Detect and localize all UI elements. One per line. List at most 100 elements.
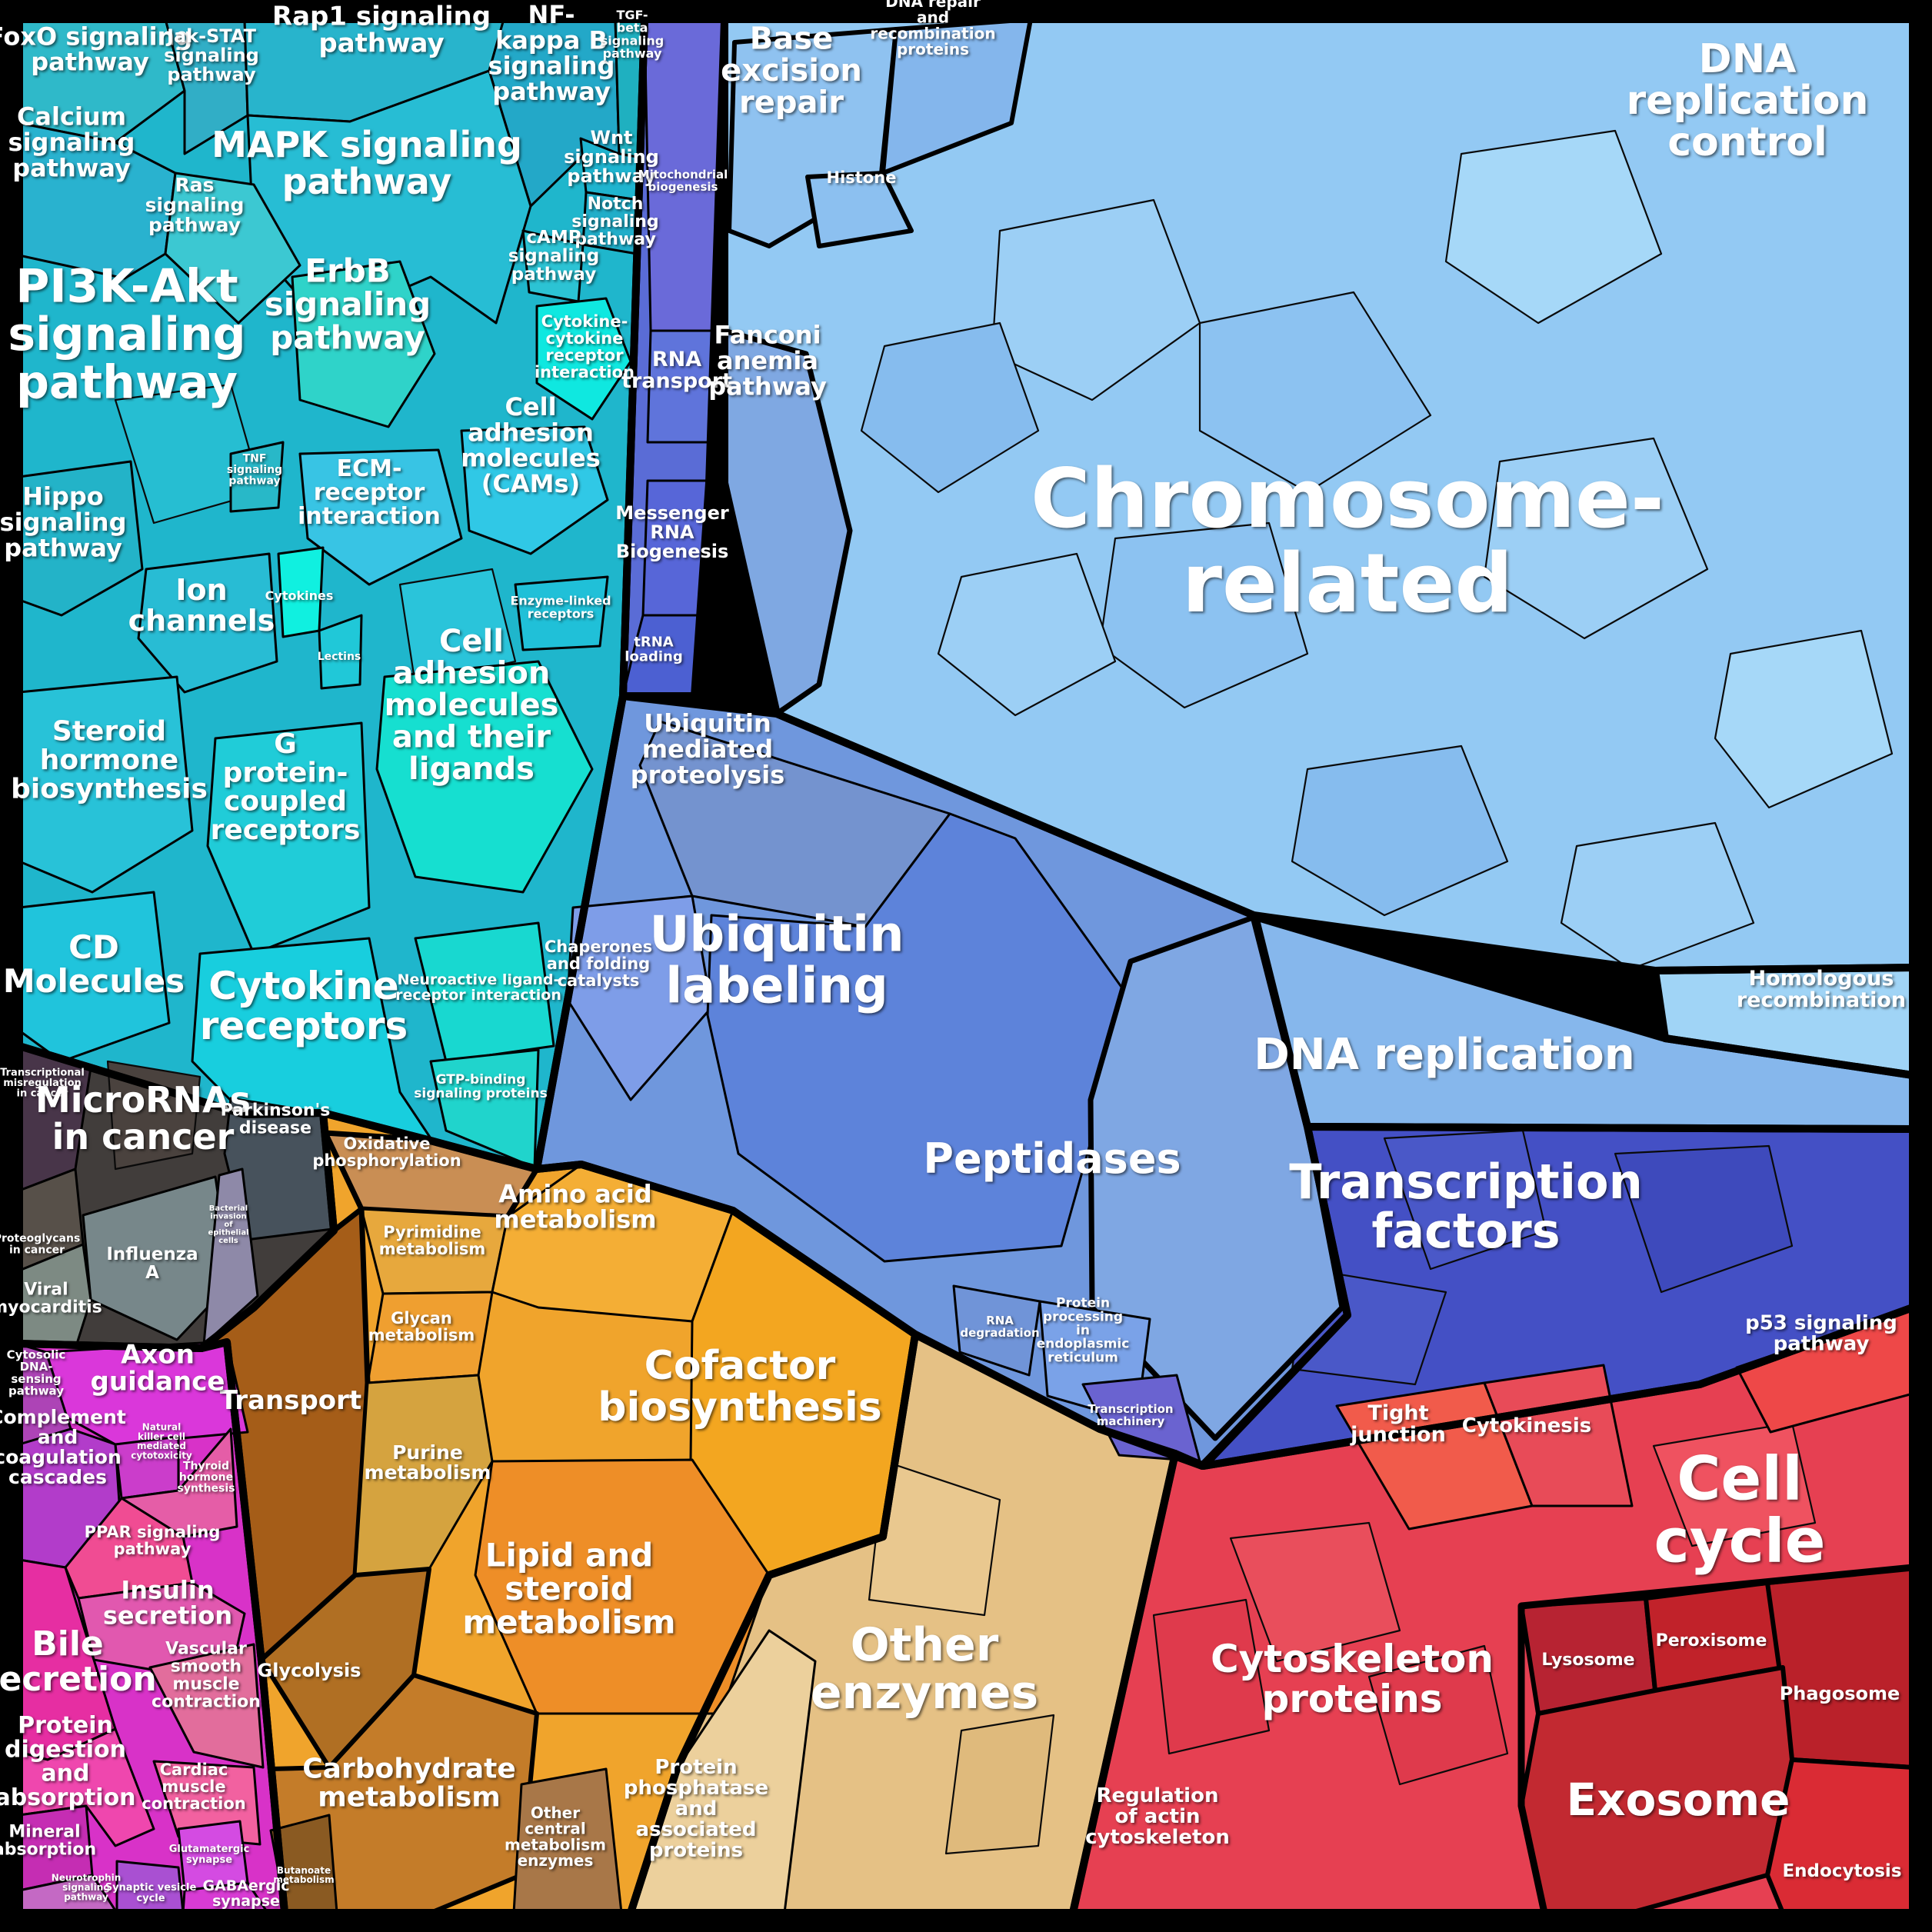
cell-neuroactive[interactable]: [414, 921, 555, 1063]
cell-lectins[interactable]: [318, 614, 363, 690]
lbl-vascular: Vascular smooth muscle contraction: [152, 1640, 261, 1712]
texture-cell-tx17: [1152, 1598, 1271, 1755]
lbl-camp: cAMP signaling pathway: [508, 228, 600, 285]
lbl-tf: Transcription factors: [1289, 1154, 1643, 1259]
lbl-wnt: Wnt signaling pathway: [564, 127, 659, 187]
lbl-influenza: Influenza A: [106, 1244, 198, 1283]
cell-vascular-smooth[interactable]: [148, 1643, 265, 1769]
group-outline-layer: [15, 15, 1917, 1917]
lbl-rnadeg: RNA degradation: [960, 1314, 1039, 1340]
lbl-ubimed: Ubiquitin mediated proteolysis: [631, 709, 785, 790]
texture-cell-tx19: [944, 1714, 1055, 1855]
lbl-cytoskeleton: Cytoskeleton proteins: [1211, 1637, 1494, 1721]
lbl-parkinsons: Parkinson's disease: [221, 1101, 331, 1138]
lbl-mirna: MicroRNAs in cancer: [35, 1079, 251, 1158]
lbl-mrna: Messenger RNA Biogenesis: [615, 502, 729, 562]
lbl-gabaergic: GABAergic synapse: [202, 1877, 289, 1910]
texture-cell-tx8: [1560, 821, 1755, 971]
lbl-steroid: Steroid hormone biosynthesis: [11, 716, 208, 805]
texture-cell-tx21: [398, 568, 517, 686]
lbl-chaperones: Chaperones and folding catalysts: [545, 938, 652, 990]
lbl-pyrimidine: Pyrimidine metabolism: [379, 1223, 486, 1258]
lbl-histone: Histone: [827, 168, 897, 187]
lbl-transmach: Transcription machinery: [1088, 1402, 1173, 1428]
lbl-baseexc: Base excision repair: [721, 21, 862, 120]
lbl-cellcycle: Cell cycle: [1654, 1444, 1826, 1576]
lbl-notch: Notch signaling pathway: [571, 195, 658, 249]
cell-glycolysis[interactable]: [259, 1567, 431, 1770]
lbl-butanoate: Butanoate metabolism: [273, 1865, 334, 1885]
lbl-protdig: Protein digestion and absorption: [0, 1712, 136, 1811]
outline-g-blue: [721, 15, 1917, 974]
cell-enzyme-linked[interactable]: [514, 575, 609, 651]
cell-ras[interactable]: [164, 172, 301, 325]
cell-ppar[interactable]: [64, 1497, 194, 1600]
cell-cams[interactable]: [460, 425, 609, 555]
lbl-pi3k: PI3K-Akt signaling pathway: [8, 260, 245, 410]
lbl-phagosome: Phagosome: [1780, 1683, 1900, 1704]
cell-erbb[interactable]: [291, 260, 436, 428]
lbl-bacterial: Bacterial invasion of epithelial cells: [208, 1204, 248, 1245]
texture-cell-tx22: [106, 1060, 202, 1171]
cell-ecm-receptor[interactable]: [298, 448, 463, 586]
texture-cell-tx3: [1444, 129, 1663, 325]
lbl-trna: tRNA loading: [625, 635, 682, 665]
pathway-cell-layer: [18, 17, 1915, 1915]
lbl-lectins: Lectins: [318, 651, 361, 663]
lbl-tgf: TGF-beta signaling pathway: [601, 8, 664, 61]
cell-ubi-mediated[interactable]: [638, 720, 951, 928]
lbl-othercentral: Other central metabolism enzymes: [505, 1804, 606, 1870]
lbl-ppar: PPAR signaling pathway: [85, 1523, 221, 1558]
lbl-insulin: Insulin secretion: [103, 1575, 232, 1630]
lbl-oxphos: Oxidative phosphorylation: [312, 1134, 461, 1170]
lbl-lysosome: Lysosome: [1541, 1651, 1634, 1670]
lbl-p53: p53 signaling pathway: [1745, 1311, 1897, 1355]
lbl-enzlinked: Enzyme-linked receptors: [510, 594, 611, 621]
cell-gpcr[interactable]: [206, 721, 371, 955]
cell-ion-channels[interactable]: [137, 552, 278, 694]
cell-bacterial-invasion[interactable]: [202, 1168, 259, 1346]
lbl-peptidases: Peptidases: [923, 1134, 1181, 1183]
lbl-jak: Jak-STAT signaling pathway: [164, 25, 259, 85]
texture-cell-tx7: [1291, 744, 1509, 917]
lbl-neurotrophin: Neurotrophin signaling pathway: [52, 1873, 122, 1903]
cell-purine[interactable]: [354, 1374, 494, 1577]
cell-cell-adhesion-ligands[interactable]: [375, 660, 594, 894]
lbl-lipid: Lipid and steroid metabolism: [462, 1536, 675, 1641]
texture-cell-tx10: [937, 552, 1117, 717]
lbl-homologous: Homologous recombination: [1737, 967, 1906, 1012]
lbl-tight: Tight junction: [1350, 1401, 1446, 1447]
lbl-glycolysis: Glycolysis: [258, 1660, 361, 1681]
lbl-ion: Ion channels: [128, 573, 275, 638]
lbl-nk: Natural killer cell mediated cytotoxicity: [131, 1421, 192, 1461]
cell-cytokine-cytokine[interactable]: [535, 297, 632, 421]
lbl-transmis: Transcriptional misregulation in cancer: [0, 1067, 85, 1099]
lbl-synaptic: Synaptic vesicle cycle: [105, 1882, 197, 1904]
cell-rna-degradation[interactable]: [952, 1284, 1041, 1377]
outline-g-pink: [15, 1338, 288, 1917]
lbl-complement: Complement and coagulation cascades: [0, 1406, 126, 1488]
lbl-erbb: ErbB signaling pathway: [265, 251, 431, 356]
lbl-neuro: Neuroactive ligand-receptor interaction: [395, 971, 561, 1004]
lbl-dnarepl: DNA replication: [1254, 1030, 1635, 1080]
cell-tnf[interactable]: [229, 441, 285, 513]
lbl-cytokinesis: Cytokinesis: [1462, 1414, 1592, 1437]
lbl-axon: Axon guidance: [91, 1339, 225, 1397]
lbl-chromo: Chromosome-related: [1031, 451, 1664, 631]
lbl-exosome: Exosome: [1566, 1774, 1790, 1826]
lbl-protphos: Protein phosphatase and associated proteins: [624, 1756, 768, 1862]
texture-cell-tx14: [1229, 1521, 1401, 1663]
cell-histone[interactable]: [805, 171, 914, 248]
texture-cell-tx12: [1614, 1144, 1794, 1294]
lbl-dnarepair: DNA repair and recombination proteins: [870, 0, 995, 58]
lbl-protproc: Protein processing in endoplasmic reticulum: [1037, 1296, 1130, 1366]
lbl-transport: Transport: [220, 1385, 361, 1416]
lbl-otherenz: Other enzymes: [811, 1618, 1038, 1720]
lbl-thyroid: Thyroid hormone synthesis: [177, 1460, 235, 1494]
vesicle-cluster-outline: [1517, 1564, 1917, 1917]
texture-cell-tx16: [1652, 1421, 1817, 1547]
